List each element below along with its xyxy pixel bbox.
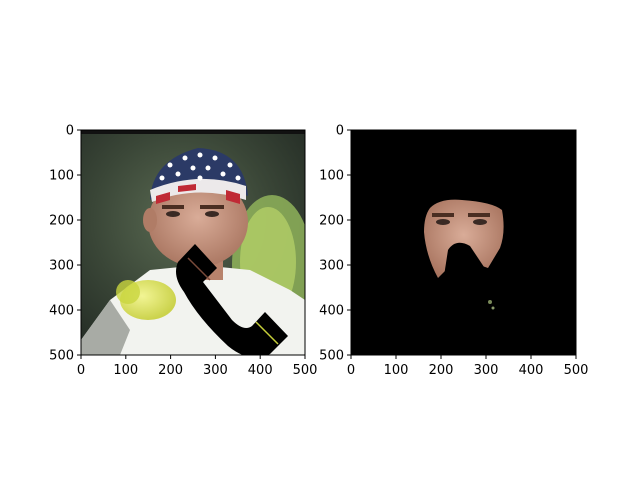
tennis-player-photo	[81, 130, 305, 355]
right-y-tick-label: 0	[336, 124, 344, 139]
right-y-tick-label: 300	[319, 259, 344, 274]
segmented-face-mask	[351, 130, 576, 355]
left-x-tick-label: 0	[77, 363, 85, 378]
right-x-tick-label: 400	[519, 363, 544, 378]
left-x-tick-label: 500	[293, 363, 318, 378]
right-x-tick-label: 200	[429, 363, 454, 378]
right-y-tick-label: 400	[319, 304, 344, 319]
right-x-axis: 0 100 200 300 400 500	[347, 355, 589, 378]
left-y-tick-label: 300	[49, 259, 74, 274]
left-y-tick-label: 400	[49, 304, 74, 319]
left-x-tick-label: 200	[158, 363, 183, 378]
right-y-axis: 0 100 200 300 400 500	[319, 124, 351, 364]
right-x-tick-label: 300	[474, 363, 499, 378]
left-x-tick-label: 400	[248, 363, 273, 378]
left-x-tick-label: 100	[113, 363, 138, 378]
left-x-tick-label: 300	[203, 363, 228, 378]
right-x-tick-label: 100	[384, 363, 409, 378]
right-y-tick-label: 100	[319, 169, 344, 184]
left-y-tick-label: 100	[49, 169, 74, 184]
telephone-handset-icon	[176, 244, 288, 355]
left-y-tick-label: 0	[66, 124, 74, 139]
right-y-tick-label: 500	[319, 349, 344, 364]
right-image-panel	[350, 129, 577, 356]
right-x-tick-label: 0	[347, 363, 355, 378]
left-y-axis: 0 100 200 300 400 500	[49, 124, 81, 364]
left-x-axis: 0 100 200 300 400 500	[77, 355, 318, 378]
left-y-tick-label: 500	[49, 349, 74, 364]
right-y-tick-label: 200	[319, 214, 344, 229]
right-x-tick-label: 500	[564, 363, 589, 378]
left-y-tick-label: 200	[49, 214, 74, 229]
left-image-panel	[80, 129, 306, 356]
